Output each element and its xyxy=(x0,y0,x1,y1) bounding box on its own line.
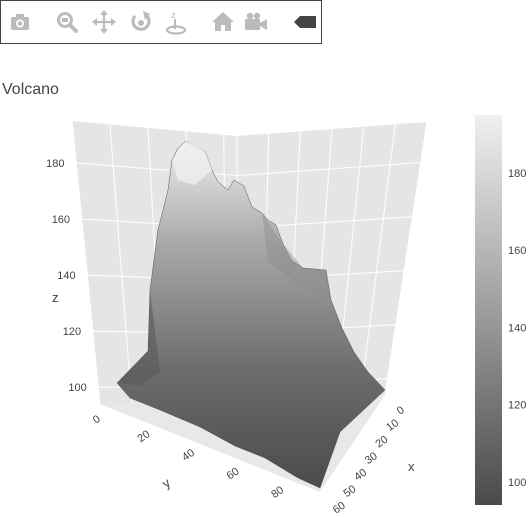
colorbar: 100 120 140 160 180 xyxy=(475,115,526,505)
x-tick-label: 20 xyxy=(374,434,391,451)
colorbar-tick-label: 140 xyxy=(508,322,526,334)
z-tick-label: 160 xyxy=(52,214,70,226)
download-plot-button[interactable] xyxy=(6,8,34,36)
x-tick-label: 60 xyxy=(331,500,348,517)
plotly-logo-icon xyxy=(294,16,316,28)
x-tick-label: 30 xyxy=(363,450,380,467)
z-tick-label: 100 xyxy=(68,382,86,394)
colorbar-bar xyxy=(475,115,502,505)
colorbar-tick-label: 180 xyxy=(508,168,526,180)
z-tick-label: 120 xyxy=(63,326,81,338)
colorbar-tick-labels: 100 120 140 160 180 xyxy=(508,168,526,489)
surface-mesh xyxy=(116,140,386,489)
z-axis: z 100 120 140 160 180 xyxy=(46,158,87,394)
z-tick-label: 180 xyxy=(46,158,64,170)
y-tick-labels: 0 20 40 60 80 xyxy=(91,413,286,501)
x-gridline xyxy=(360,124,396,397)
home-icon xyxy=(212,12,234,31)
surface-ridge-face xyxy=(262,213,331,300)
surface-crater-rim xyxy=(172,141,212,185)
plotly-logo-button[interactable] xyxy=(291,8,319,36)
z-tick-labels: 100 120 140 160 180 xyxy=(46,158,87,394)
z-tick-label: 140 xyxy=(57,270,75,282)
chart-title: Volcano xyxy=(2,81,59,98)
zoom-icon xyxy=(57,12,78,33)
y-tick-label: 60 xyxy=(225,465,242,482)
volcano-surface xyxy=(116,140,386,489)
x-gridline xyxy=(384,121,428,396)
y-tick-label: 80 xyxy=(269,484,286,501)
x-axis-label: x xyxy=(408,459,415,474)
colorbar-tick-label: 120 xyxy=(508,400,526,412)
y-gridline xyxy=(71,120,101,405)
y-gridline xyxy=(109,124,133,404)
z-axis-label: z xyxy=(52,290,59,305)
orbit-icon xyxy=(131,11,151,31)
y-axis-label: y xyxy=(159,475,173,491)
pan-icon xyxy=(92,10,116,34)
colorbar-tick-label: 160 xyxy=(508,245,526,257)
colorbar-tick-label: 100 xyxy=(508,477,526,489)
turntable-rotation-button[interactable]: z xyxy=(162,8,190,36)
last-save-camera-button[interactable] xyxy=(241,8,269,36)
y-tick-label: 40 xyxy=(180,447,197,464)
pan-button[interactable] xyxy=(90,8,118,36)
video-camera-icon xyxy=(245,12,267,30)
orbit-rotation-button[interactable] xyxy=(127,8,155,36)
x-tick-label: 10 xyxy=(384,417,401,434)
y-tick-label: 0 xyxy=(91,413,103,426)
x-tick-label: 50 xyxy=(342,483,359,500)
y-tick-label: 20 xyxy=(135,428,152,445)
x-tick-label: 40 xyxy=(352,467,369,484)
camera-icon xyxy=(11,14,29,30)
zoom-button[interactable] xyxy=(53,8,81,36)
x-tick-label: 0 xyxy=(395,404,407,417)
plot-toolbar: z xyxy=(0,0,322,44)
svg-text:z: z xyxy=(171,10,176,20)
surface-shadow-left xyxy=(117,290,160,386)
reset-camera-button[interactable] xyxy=(209,8,237,36)
turntable-icon: z xyxy=(165,10,187,35)
